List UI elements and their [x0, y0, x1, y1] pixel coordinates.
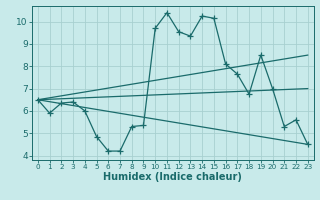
- X-axis label: Humidex (Indice chaleur): Humidex (Indice chaleur): [103, 172, 242, 182]
